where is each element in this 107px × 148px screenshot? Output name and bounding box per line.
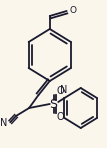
Text: O: O (69, 5, 77, 15)
Text: N: N (0, 118, 7, 128)
Text: S: S (50, 98, 58, 111)
Text: O: O (56, 112, 64, 122)
Text: O: O (56, 86, 64, 96)
Text: N: N (60, 85, 67, 95)
